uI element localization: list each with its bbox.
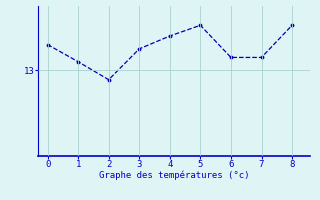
X-axis label: Graphe des températures (°c): Graphe des températures (°c) [99, 171, 250, 180]
